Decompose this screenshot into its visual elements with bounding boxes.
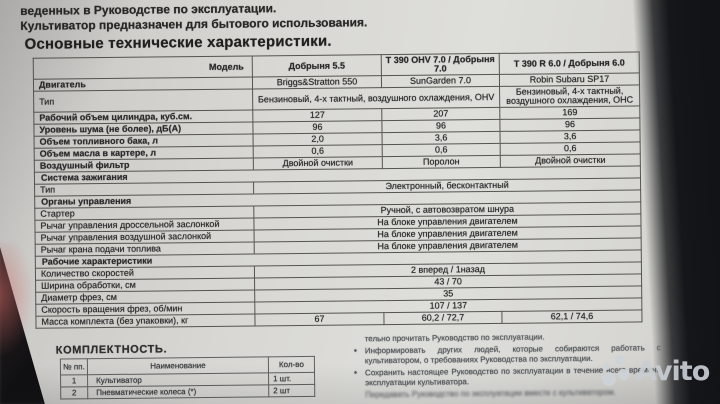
- intro-text: веденных в Руководстве по эксплуатации. …: [20, 0, 367, 34]
- equipment-column-header: Кол-во: [268, 356, 315, 373]
- note-text: Передавать Руководство по эксплуатации в…: [365, 387, 616, 399]
- model-name: T 390 OHV 7.0 / Добрыня 7.0: [381, 53, 500, 76]
- spec-value: Бензиновый, 4-х тактный, воздушного охла…: [252, 86, 500, 110]
- bullet-icon: •: [353, 344, 357, 355]
- equipment-table: № пп. Наименование Кол-во 1 Культиватор 1 шт…: [60, 356, 315, 400]
- spec-label: Модель: [33, 55, 253, 80]
- equipment-cell: 1: [60, 374, 88, 388]
- model-name: Добрыня 5.5: [252, 54, 382, 77]
- bullet-icon: •: [353, 366, 358, 377]
- equipment-row: 2 Пневматические колеса (*) 2 шт: [60, 384, 315, 400]
- spec-table: Модель Добрыня 5.5 T 390 OHV 7.0 / Добрыня…: [33, 51, 643, 329]
- intro-line: Культиватор предназначен для бытового ис…: [20, 15, 368, 33]
- equipment-cell: 2: [60, 386, 88, 400]
- note-item: Передавать Руководство по эксплуатации в…: [365, 387, 661, 401]
- spec-value: 62,1 / 74,6: [501, 309, 643, 324]
- note-text: тельно прочитать Руководство по эксплуат…: [364, 332, 545, 344]
- page-title: Основные технические характеристики.: [24, 32, 332, 53]
- avito-dots-icon: [602, 354, 633, 388]
- red-reflection: [0, 243, 34, 358]
- spec-value: 60,2 / 72,7: [383, 311, 503, 325]
- spec-value: Бензиновый, 4-х тактный, воздушного охла…: [499, 84, 640, 108]
- equipment-column-header: Наименование: [87, 356, 269, 375]
- equipment-cell: 2 шт: [268, 384, 315, 397]
- avito-wordmark: Avito: [636, 356, 710, 387]
- spec-label: Масса комплекта (без упаковки), кг: [35, 313, 256, 329]
- equipment-title: КОМПЛЕКТНОСТЬ.: [55, 343, 168, 357]
- equipment-column-header: № пп.: [60, 358, 88, 376]
- spec-label: Тип: [33, 88, 253, 113]
- equipment-cell: 1 шт.: [268, 372, 315, 385]
- equipment-cell: Пневматические колеса (*): [87, 384, 269, 399]
- avito-watermark: Avito: [602, 354, 710, 388]
- spec-value: 67: [254, 312, 385, 326]
- model-name: T 390 R 6.0 / Добрыня 6.0: [499, 51, 640, 75]
